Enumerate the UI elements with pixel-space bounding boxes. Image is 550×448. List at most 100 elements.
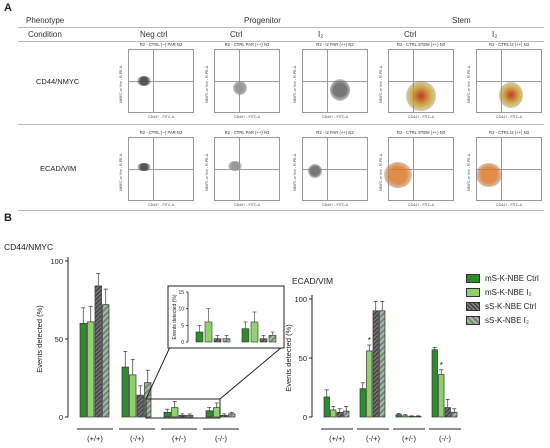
zoom-region-box bbox=[145, 398, 221, 419]
bar bbox=[228, 413, 236, 418]
panel-a-bottom-divider bbox=[18, 210, 544, 211]
category-label: (-/-) bbox=[215, 434, 228, 443]
inset-bar bbox=[241, 328, 250, 343]
flow-y-axis-label: NMYC or Vim - R-PE-A bbox=[293, 65, 297, 103]
y-tick-label: 50 bbox=[299, 354, 307, 363]
flow-cytometry-plot bbox=[476, 49, 542, 113]
legend-swatch-ms-i2 bbox=[466, 287, 480, 297]
condition-i2-stem: I₂ bbox=[492, 30, 498, 39]
legend-label: mS-K-NBE I₂ bbox=[485, 287, 532, 297]
category-label: (+/+) bbox=[87, 434, 103, 443]
y-tick-label: 100 bbox=[50, 257, 63, 266]
event-cloud bbox=[475, 163, 502, 188]
category-label: (-/+) bbox=[130, 434, 144, 443]
flow-plot-title: R2 - CTRL (--) PAR N3 bbox=[139, 42, 183, 47]
inset-bar bbox=[268, 335, 277, 343]
quadrant-vline bbox=[239, 50, 241, 112]
inset-bar bbox=[204, 321, 213, 343]
flow-y-axis-label: NMYC or Vim - R-PE-A bbox=[119, 153, 123, 191]
y-axis-label: Events detected (%) bbox=[284, 324, 293, 392]
event-cloud bbox=[233, 81, 248, 96]
flow-y-axis-label: NMYC or Vim - R-PE-A bbox=[119, 65, 123, 103]
flow-x-axis-label: CD44+ - FITC-A bbox=[495, 115, 523, 119]
quadrant-vline bbox=[327, 50, 329, 112]
legend-item: sS-K-NBE I₂ bbox=[466, 314, 539, 326]
inset-bar bbox=[222, 338, 231, 343]
y-tick-label: 0 bbox=[59, 413, 63, 422]
bar bbox=[79, 323, 87, 418]
y-tick-label: 100 bbox=[294, 295, 307, 304]
legend: mS-K-NBE Ctrl mS-K-NBE I₂ sS-K-NBE Ctrl … bbox=[466, 272, 539, 328]
chart-title-cd44-nmyc: CD44/NMYC bbox=[4, 242, 54, 252]
row-label-cd44-nmyc: CD44/NMYC bbox=[36, 77, 80, 86]
event-cloud bbox=[499, 81, 524, 108]
bar bbox=[359, 388, 366, 418]
quadrant-vline bbox=[327, 138, 329, 200]
zoom-line-right bbox=[219, 346, 283, 400]
flow-plot-title: R2 - I2 PAR (++) N3 bbox=[316, 130, 354, 135]
bar bbox=[330, 409, 337, 418]
quadrant-hline bbox=[129, 81, 193, 82]
legend-label: sS-K-NBE Ctrl bbox=[485, 301, 537, 311]
bar bbox=[87, 321, 95, 418]
inset-bar bbox=[259, 338, 268, 343]
flow-plot-title: R2 - CTRL STEM (++) N3 bbox=[396, 130, 445, 135]
quadrant-vline bbox=[413, 50, 415, 112]
condition-i2-progenitor: I₂ bbox=[318, 30, 324, 39]
quadrant-hline bbox=[129, 169, 193, 170]
zoom-line-left bbox=[145, 346, 171, 400]
panel-b-label: B bbox=[4, 212, 12, 224]
event-cloud bbox=[136, 75, 151, 86]
bar bbox=[444, 407, 451, 418]
category-label: (-/+) bbox=[366, 434, 380, 443]
flow-x-axis-label: CD44+ - FITC-A bbox=[233, 115, 261, 119]
inset-bar bbox=[250, 321, 259, 343]
bar bbox=[102, 304, 110, 418]
quadrant-vline bbox=[501, 50, 503, 112]
bar bbox=[379, 310, 386, 418]
legend-swatch-ss-ctrl bbox=[466, 301, 480, 311]
category-label: (+/-) bbox=[172, 434, 186, 443]
flow-y-axis-label: NMYC or Vim - R-PE-A bbox=[379, 65, 383, 103]
inset-bar bbox=[195, 331, 204, 343]
quadrant-hline bbox=[477, 81, 541, 82]
bar bbox=[431, 349, 438, 418]
category-label: (-/-) bbox=[439, 434, 452, 443]
flow-x-axis-label: CD44+ - FITC-A bbox=[233, 203, 261, 207]
flow-plot-title: R2 - CTRL I2 (++) N3 bbox=[489, 130, 529, 135]
flow-x-axis-label: CD44+ - FITC-A bbox=[321, 115, 349, 119]
header-divider-bottom bbox=[18, 41, 544, 42]
flow-plot-title: R2 - CTRL (--) PAR N3 bbox=[139, 130, 183, 135]
inset-y-tick-label: 5 bbox=[181, 323, 184, 329]
bar bbox=[94, 285, 102, 418]
legend-item: mS-K-NBE Ctrl bbox=[466, 272, 539, 284]
bar bbox=[136, 394, 144, 418]
quadrant-vline bbox=[153, 138, 155, 200]
header-divider-top bbox=[18, 27, 544, 28]
flow-x-axis-label: CD44+ - FITC-A bbox=[321, 203, 349, 207]
legend-label: sS-K-NBE I₂ bbox=[485, 315, 529, 325]
flow-y-axis-label: NMYC or Vim - R-PE-A bbox=[467, 65, 471, 103]
quadrant-hline bbox=[215, 81, 279, 82]
flow-y-axis-label: NMYC or Vim - R-PE-A bbox=[379, 153, 383, 191]
phenotype-header: Phenotype bbox=[26, 16, 65, 25]
bar bbox=[121, 366, 129, 418]
flow-x-axis-label: CD44+ - FITC-A bbox=[495, 203, 523, 207]
bar bbox=[372, 310, 379, 418]
bar bbox=[186, 415, 194, 418]
event-cloud bbox=[405, 81, 436, 112]
row-label-ecad-vim: ECAD/VIM bbox=[40, 164, 77, 173]
group-progenitor: Progenitor bbox=[244, 16, 281, 25]
category-label: (+/+) bbox=[329, 434, 345, 443]
condition-header: Condition bbox=[28, 30, 62, 39]
significance-marker: * bbox=[368, 336, 371, 345]
flow-plot-title: R2 - CTRL I2 (++) N3 bbox=[489, 42, 529, 47]
quadrant-hline bbox=[477, 169, 541, 170]
event-cloud bbox=[329, 78, 350, 101]
significance-marker: * bbox=[440, 361, 443, 370]
bar bbox=[451, 411, 458, 418]
inset-bar bbox=[213, 338, 222, 343]
flow-y-axis-label: NMYC or Vim - R-PE-A bbox=[205, 153, 209, 191]
legend-swatch-ss-i2 bbox=[466, 315, 480, 325]
quadrant-vline bbox=[501, 138, 503, 200]
